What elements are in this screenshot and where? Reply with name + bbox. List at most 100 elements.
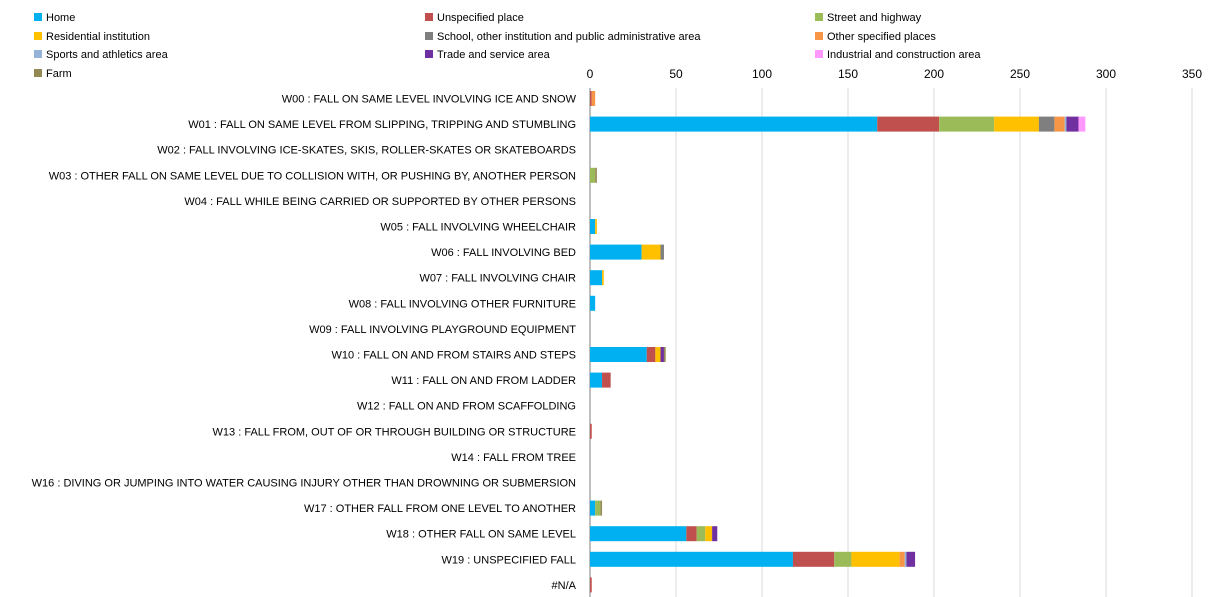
bar-segment [590,372,603,388]
category-label: W02 : FALL INVOLVING ICE-SKATES, SKIS, R… [157,145,576,157]
bar-segment [1054,116,1065,132]
category-label: W18 : OTHER FALL ON SAME LEVEL [386,529,576,541]
bar-segment [641,244,661,260]
legend-item: School, other institution and public adm… [425,31,701,43]
legend-label: Unspecified place [437,12,524,24]
x-tick-label: 50 [669,67,683,81]
bar-segment [851,551,900,567]
bar-segment [590,423,592,439]
legend-swatch [34,50,42,58]
legend-item: Trade and service area [425,49,550,61]
legend-swatch [425,50,433,58]
bar-segment [646,347,656,362]
x-tick-label: 350 [1182,67,1202,81]
bar-segment [590,270,603,286]
legend-item: Farm [34,68,72,80]
bar-segment [595,219,597,234]
legend-label: Home [46,12,76,24]
legend-swatch [815,13,823,21]
bar-segment [590,577,592,593]
category-label: W01 : FALL ON SAME LEVEL FROM SLIPPING, … [188,119,576,131]
x-tick-label: 150 [838,67,858,81]
bar-segment [899,551,905,567]
category-label: W14 : FALL FROM TREE [451,452,576,464]
category-label: W17 : OTHER FALL FROM ONE LEVEL TO ANOTH… [304,503,576,515]
legend-item: Home [34,12,75,24]
bar-segment [590,500,596,516]
bar-segment [590,295,596,311]
bar-segment [595,500,601,516]
bar-segment [590,91,592,106]
legend-item: Residential institution [34,31,150,43]
bar-segment [660,347,664,362]
category-label: W07 : FALL INVOLVING CHAIR [420,273,577,285]
bar-segment [1066,116,1079,132]
legend-label: Other specified places [827,30,936,43]
legend-item: Sports and athletics area [34,49,168,61]
x-tick-label: 300 [1096,67,1116,81]
legend-label: Trade and service area [437,49,550,61]
legend-item: Other specified places [815,31,936,43]
bar-segment [590,347,647,362]
bar-segment [660,244,664,260]
bar-segment [591,91,596,106]
bar-segment [595,167,597,183]
legend-label: School, other institution and public adm… [437,30,701,43]
legend-swatch [815,50,823,58]
bar-segment [705,526,713,542]
legend-swatch [34,31,42,40]
bar-segment [602,270,604,286]
bar-segment [686,526,697,542]
category-label: W03 : OTHER FALL ON SAME LEVEL DUE TO CO… [49,170,576,182]
legend-swatch [34,13,42,21]
category-label: W09 : FALL INVOLVING PLAYGROUND EQUIPMEN… [309,324,576,336]
legend-swatch [34,68,42,77]
bar-segment [877,116,940,132]
bar-segment [590,244,642,260]
bar-segment [1078,116,1086,132]
x-tick-label: 250 [1010,67,1030,81]
bar-segment [590,167,596,183]
legend-item: Unspecified place [425,12,524,24]
bar-segment [1064,116,1067,132]
category-label: W16 : DIVING OR JUMPING INTO WATER CAUSI… [32,478,576,490]
bar-segment [590,551,793,567]
bar-segment [834,551,852,567]
bar-segment [663,347,666,362]
legend-label: Residential institution [46,30,150,43]
bar-segment [600,500,603,516]
bar-segment [906,551,916,567]
bar-segment [712,526,718,542]
legend-label: Sports and athletics area [46,49,168,61]
category-label: #N/A [552,580,577,592]
category-label: W04 : FALL WHILE BEING CARRIED OR SUPPOR… [184,196,576,208]
bar-segment [994,116,1039,132]
x-tick-label: 200 [924,67,944,81]
bar-segment [1038,116,1055,132]
bar-segment [602,372,611,388]
bar-segment [655,347,661,362]
category-label: W11 : FALL ON AND FROM LADDER [391,375,576,387]
legend-label: Street and highway [827,12,922,24]
bar-segment [939,116,995,132]
x-tick-label: 0 [587,67,594,81]
bar-segment [590,526,687,542]
category-label: W06 : FALL INVOLVING BED [431,247,576,259]
bar-segment [696,526,706,542]
legend-label: Farm [46,67,72,80]
category-label: W10 : FALL ON AND FROM STAIRS AND STEPS [332,350,577,362]
legend-swatch [815,31,823,40]
category-label: W19 : UNSPECIFIED FALL [442,554,576,566]
bar-segment [590,116,878,132]
category-label: W05 : FALL INVOLVING WHEELCHAIR [380,222,576,234]
legend-item: Industrial and construction area [815,49,980,61]
category-label: W13 : FALL FROM, OUT OF OR THROUGH BUILD… [213,426,576,438]
legend-label: Industrial and construction area [827,49,981,61]
legend-swatch [425,31,433,40]
category-label: W00 : FALL ON SAME LEVEL INVOLVING ICE A… [282,94,577,106]
bar-segment [792,551,835,567]
legend-item: Street and highway [815,12,921,24]
category-label: W12 : FALL ON AND FROM SCAFFOLDING [357,401,576,413]
bar-segment [590,219,596,234]
